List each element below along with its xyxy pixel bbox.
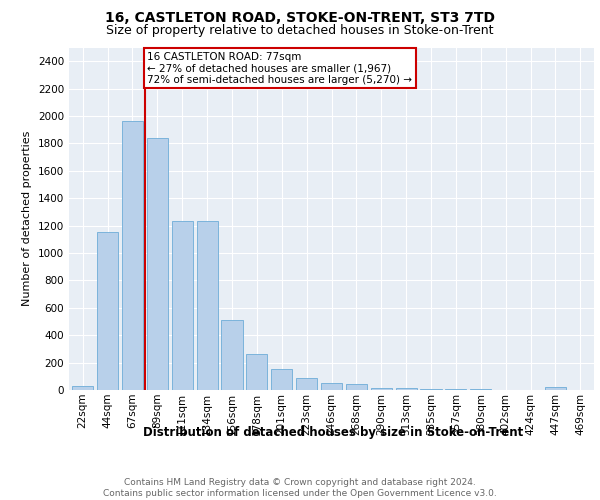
Bar — [346, 384, 367, 390]
Bar — [271, 369, 292, 390]
Text: Distribution of detached houses by size in Stoke-on-Trent: Distribution of detached houses by size … — [143, 426, 523, 439]
Bar — [395, 388, 417, 390]
Bar — [172, 222, 193, 390]
Text: 16, CASTLETON ROAD, STOKE-ON-TRENT, ST3 7TD: 16, CASTLETON ROAD, STOKE-ON-TRENT, ST3 … — [105, 11, 495, 25]
Y-axis label: Number of detached properties: Number of detached properties — [22, 131, 32, 306]
Bar — [321, 383, 342, 390]
Bar — [197, 222, 218, 390]
Bar — [147, 138, 168, 390]
Bar — [246, 354, 268, 390]
Text: 16 CASTLETON ROAD: 77sqm
← 27% of detached houses are smaller (1,967)
72% of sem: 16 CASTLETON ROAD: 77sqm ← 27% of detach… — [148, 52, 412, 85]
Text: Size of property relative to detached houses in Stoke-on-Trent: Size of property relative to detached ho… — [106, 24, 494, 37]
Bar — [221, 320, 242, 390]
Bar — [97, 232, 118, 390]
Bar — [122, 122, 143, 390]
Bar — [545, 386, 566, 390]
Text: Contains HM Land Registry data © Crown copyright and database right 2024.
Contai: Contains HM Land Registry data © Crown c… — [103, 478, 497, 498]
Bar — [421, 389, 442, 390]
Bar — [72, 386, 93, 390]
Bar — [371, 388, 392, 390]
Bar — [296, 378, 317, 390]
